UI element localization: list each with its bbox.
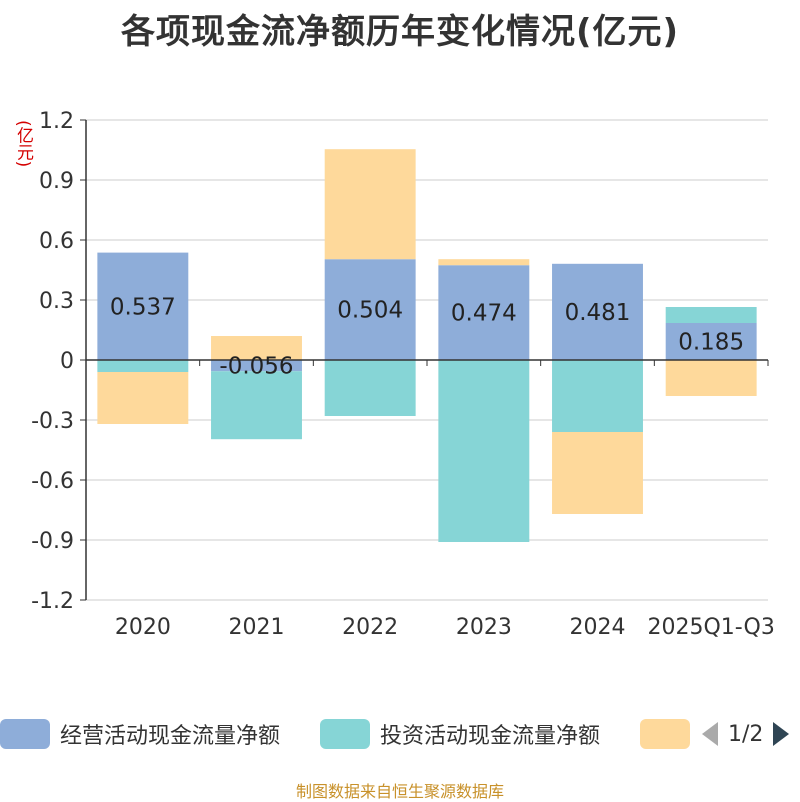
y-tick-label: 0.9 xyxy=(39,169,74,194)
bar-2025Q1-Q3-series-1 xyxy=(665,307,757,323)
legend-item-financing[interactable] xyxy=(640,716,700,752)
data-label-operating: 0.185 xyxy=(678,330,744,356)
axes: 1.2 0.9 0.6 0.3 0 -0.3 -0.6 -0.9 -1.2 xyxy=(31,109,769,614)
data-label-operating: 0.474 xyxy=(451,301,517,327)
cash-flow-chart: 1.20.90.60.30-0.3-0.6-0.9-1.2 2020 2021 20… xyxy=(31,109,775,640)
x-tick-label: 2025Q1-Q3 xyxy=(647,615,774,640)
legend: 经营活动现金流量净额 投资活动现金流量净额 1/2 xyxy=(0,716,800,752)
x-tick-label: 2020 xyxy=(115,615,171,640)
y-axis-unit-label: (亿元) xyxy=(13,120,33,168)
y-tick-label: -0.6 xyxy=(31,469,74,494)
grid-lines xyxy=(86,119,768,601)
data-label-operating: -0.056 xyxy=(219,354,293,380)
x-tick-label: 2021 xyxy=(229,615,285,640)
y-tick-label: -1.2 xyxy=(31,589,74,614)
legend-label-investing: 投资活动现金流量净额 xyxy=(380,724,601,749)
data-source-footer: 制图数据来自恒生聚源数据库 xyxy=(295,782,504,801)
bar-2023-series-1 xyxy=(438,360,530,542)
x-tick-label: 2024 xyxy=(570,615,626,640)
bar-2021-series-1 xyxy=(211,371,302,440)
y-tick-label: -0.3 xyxy=(31,409,74,434)
x-tick-label: 2023 xyxy=(456,615,512,640)
legend-swatch-operating xyxy=(0,719,50,749)
prev-page-icon[interactable] xyxy=(700,720,720,748)
next-page-icon[interactable] xyxy=(771,720,791,748)
bar-2021-series-2 xyxy=(211,336,302,360)
bar-2024-series-1 xyxy=(552,360,643,432)
y-tick-label: -0.9 xyxy=(31,529,74,554)
legend-pager: 1/2 xyxy=(700,716,791,752)
bar-2022-series-0 xyxy=(324,259,416,360)
legend-label-operating: 经营活动现金流量净额 xyxy=(60,724,281,749)
bar-2024-series-0 xyxy=(552,263,643,360)
bar-2023-series-2 xyxy=(438,259,530,266)
bar-2023-series-0 xyxy=(438,265,530,360)
bar-2025Q1-Q3-series-0 xyxy=(665,323,757,360)
bar-2025Q1-Q3-series-2 xyxy=(665,360,757,396)
y-tick-label: 0.6 xyxy=(39,229,74,254)
y-tick-label: 0.3 xyxy=(39,289,74,314)
bar-2021-series-0 xyxy=(211,360,302,372)
bar-2020-series-1 xyxy=(97,360,189,372)
bar-2022-series-2 xyxy=(324,149,416,260)
bar-2020-series-2 xyxy=(97,372,189,424)
legend-page-indicator: 1/2 xyxy=(728,721,764,747)
legend-item-investing[interactable]: 投资活动现金流量净额 xyxy=(320,716,600,752)
bar-2022-series-1 xyxy=(324,360,416,416)
chart-title: 各项现金流净额历年变化情况(亿元) xyxy=(120,12,680,52)
y-tick-label: 0 xyxy=(60,349,74,374)
legend-swatch-financing xyxy=(640,719,690,749)
legend-swatch-investing xyxy=(320,719,370,749)
legend-item-operating[interactable]: 经营活动现金流量净额 xyxy=(0,716,280,752)
bars xyxy=(97,149,757,542)
data-label-operating: 0.481 xyxy=(565,300,631,326)
y-tick-label: 1.2 xyxy=(39,109,74,134)
x-tick-label: 2022 xyxy=(342,615,398,640)
data-label-operating: 0.537 xyxy=(110,294,176,320)
bar-2020-series-0 xyxy=(97,252,189,360)
data-labels: 2020 2021 2022 2023 2024 2025Q1-Q3 0.537 -0.056… xyxy=(110,294,775,640)
bar-2024-series-2 xyxy=(552,432,643,514)
data-label-operating: 0.504 xyxy=(337,298,403,324)
